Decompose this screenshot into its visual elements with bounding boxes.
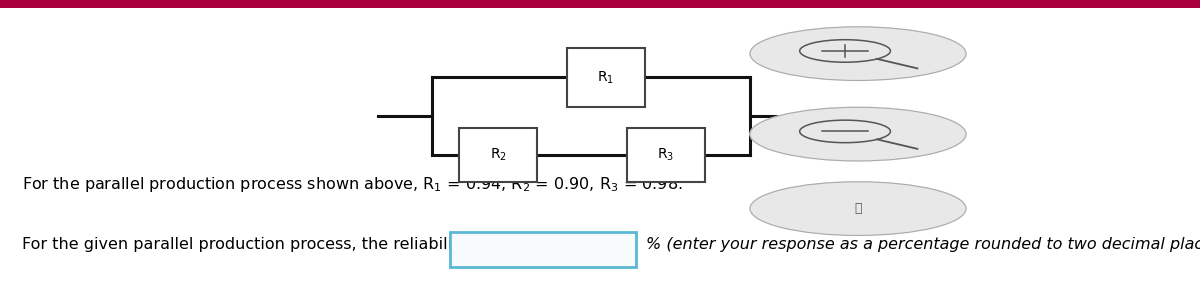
Text: R$_1$: R$_1$ — [598, 69, 614, 86]
Text: For the parallel production process shown above, R$_1$ = 0.94, R$_2$ = 0.90, R$_: For the parallel production process show… — [22, 175, 682, 194]
Circle shape — [750, 107, 966, 161]
Circle shape — [750, 27, 966, 80]
Circle shape — [750, 182, 966, 235]
Text: R$_2$: R$_2$ — [490, 147, 506, 163]
Text: ⤢: ⤢ — [854, 202, 862, 215]
Text: For the given parallel production process, the reliability =: For the given parallel production proces… — [22, 237, 486, 252]
Bar — [628, 128, 706, 182]
Text: % (enter your response as a percentage rounded to two decimal places).: % (enter your response as a percentage r… — [646, 237, 1200, 252]
Bar — [0, 0, 1200, 8]
Bar — [458, 128, 538, 182]
Text: R$_3$: R$_3$ — [658, 147, 674, 163]
Bar — [568, 48, 646, 107]
Bar — [450, 232, 636, 267]
